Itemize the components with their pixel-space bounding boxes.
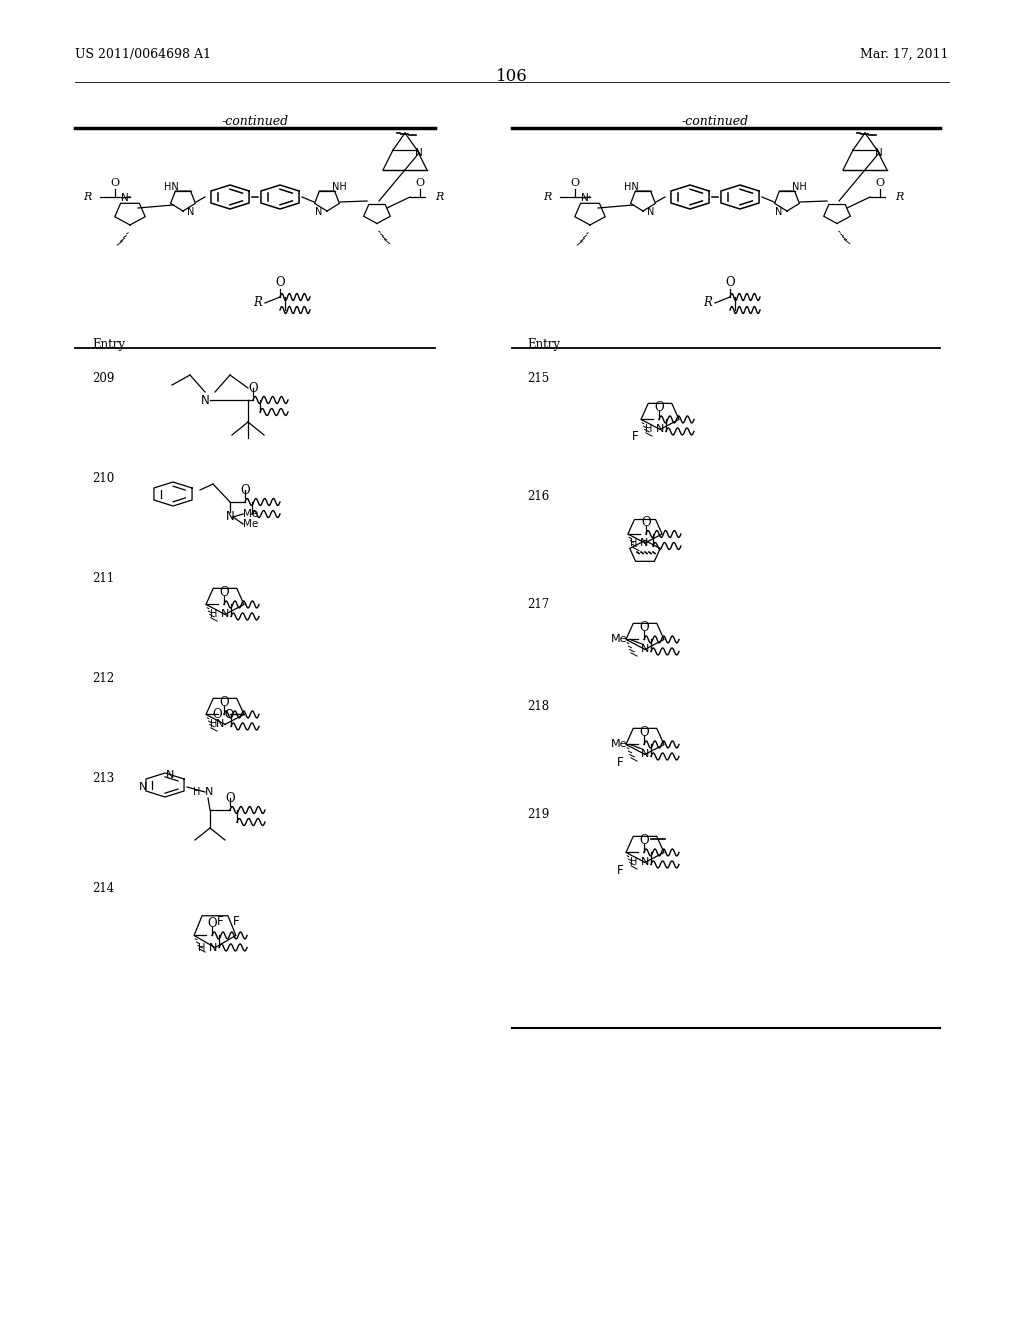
Text: US 2011/0064698 A1: US 2011/0064698 A1 [75, 48, 211, 61]
Text: NH: NH [792, 182, 806, 191]
Text: Me: Me [243, 519, 258, 529]
Text: O: O [241, 483, 250, 496]
Text: Me: Me [610, 635, 627, 644]
Text: N: N [166, 770, 174, 780]
Text: Entry: Entry [527, 338, 560, 351]
Text: H: H [630, 858, 637, 867]
Text: N: N [205, 787, 213, 797]
Text: O: O [639, 620, 649, 634]
Text: H: H [645, 425, 652, 434]
Text: O: O [219, 696, 228, 709]
Text: O: O [570, 178, 580, 187]
Text: R: R [544, 191, 552, 202]
Text: N: N [647, 207, 654, 216]
Text: O: O [219, 586, 228, 599]
Text: 218: 218 [527, 700, 549, 713]
Text: O: O [275, 276, 285, 289]
Text: O: O [248, 381, 258, 395]
Text: 213: 213 [92, 772, 115, 785]
Text: O: O [876, 178, 885, 187]
Text: 210: 210 [92, 473, 115, 484]
Text: H: H [210, 719, 217, 730]
Text: R: R [895, 191, 903, 202]
Text: N: N [209, 942, 217, 953]
Text: O: O [207, 917, 217, 929]
Text: N: N [201, 393, 209, 407]
Text: F: F [616, 863, 624, 876]
Text: N: N [775, 207, 782, 216]
Text: N: N [641, 644, 649, 655]
Text: N: N [121, 193, 129, 203]
Text: NH: NH [332, 182, 346, 191]
Text: O: O [224, 708, 233, 721]
Text: N: N [187, 207, 195, 216]
Text: Me: Me [610, 739, 627, 750]
Text: N: N [225, 511, 234, 524]
Text: O: O [212, 708, 222, 721]
Text: O: O [225, 792, 234, 804]
Text: H: H [630, 539, 637, 548]
Text: N: N [315, 207, 323, 216]
Text: O: O [641, 516, 650, 528]
Text: O: O [416, 178, 425, 187]
Text: O: O [639, 726, 649, 739]
Text: F: F [217, 915, 223, 928]
Text: 212: 212 [92, 672, 114, 685]
Text: O: O [639, 834, 649, 847]
Text: R: R [84, 191, 92, 202]
Text: F: F [616, 755, 624, 768]
Text: N: N [876, 148, 883, 158]
Text: N: N [221, 610, 229, 619]
Text: Mar. 17, 2011: Mar. 17, 2011 [860, 48, 949, 61]
Text: H: H [210, 610, 217, 619]
Text: O: O [111, 178, 120, 187]
Text: N: N [139, 781, 147, 792]
Text: N: N [415, 148, 423, 158]
Text: R: R [253, 297, 262, 309]
Text: Entry: Entry [92, 338, 125, 351]
Text: 209: 209 [92, 372, 115, 385]
Text: R: R [703, 297, 712, 309]
Text: N: N [640, 539, 648, 548]
Text: 214: 214 [92, 882, 115, 895]
Text: 217: 217 [527, 598, 549, 611]
Text: 211: 211 [92, 572, 114, 585]
Text: HN: HN [624, 182, 638, 191]
Text: H: H [193, 787, 200, 797]
Text: N: N [216, 719, 224, 730]
Text: Me: Me [243, 510, 258, 519]
Text: 219: 219 [527, 808, 549, 821]
Text: -continued: -continued [681, 115, 749, 128]
Text: 215: 215 [527, 372, 549, 385]
Text: N: N [582, 193, 589, 203]
Text: 216: 216 [527, 490, 549, 503]
Text: HN: HN [164, 182, 178, 191]
Text: H: H [198, 942, 205, 953]
Text: N: N [641, 750, 649, 759]
Text: N: N [655, 425, 665, 434]
Text: F: F [632, 430, 638, 444]
Text: N: N [641, 858, 649, 867]
Text: O: O [654, 401, 664, 414]
Text: R: R [435, 191, 443, 202]
Text: 106: 106 [496, 69, 528, 84]
Text: O: O [725, 276, 735, 289]
Text: F: F [232, 915, 240, 928]
Text: -continued: -continued [221, 115, 289, 128]
